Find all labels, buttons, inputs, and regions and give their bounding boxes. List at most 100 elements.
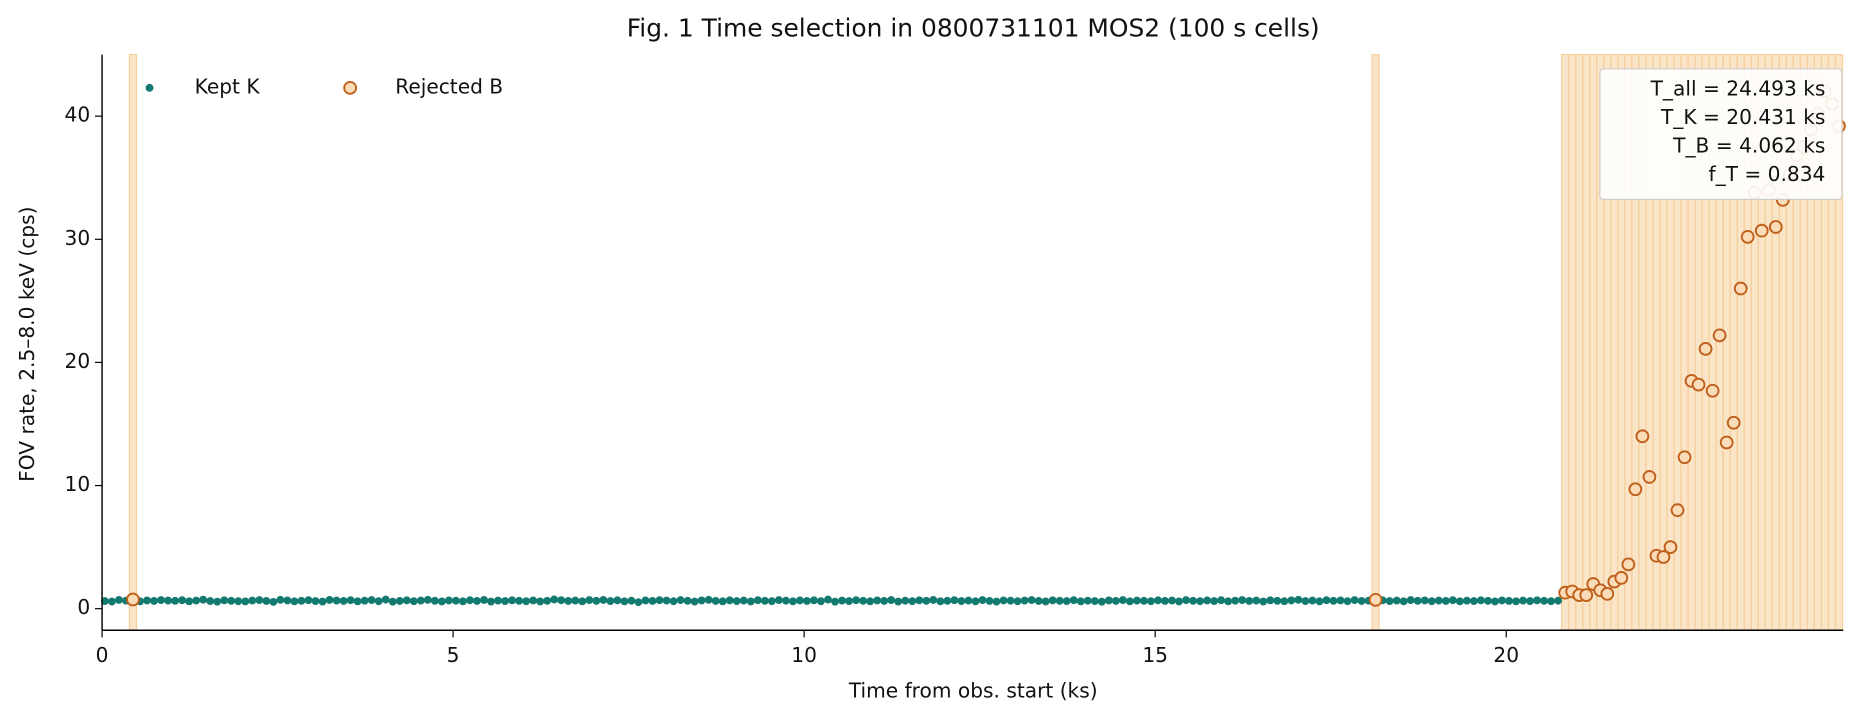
kept-point bbox=[1448, 596, 1457, 605]
kept-point bbox=[1104, 596, 1113, 605]
x-tick-label: 10 bbox=[791, 643, 817, 667]
kept-point bbox=[676, 596, 685, 604]
kept-point bbox=[1210, 597, 1219, 605]
kept-point bbox=[1224, 597, 1233, 606]
rejected-point bbox=[1621, 557, 1636, 572]
x-tick-label: 20 bbox=[1493, 643, 1519, 667]
kept-point bbox=[536, 597, 545, 606]
kept-point bbox=[1406, 596, 1415, 604]
kept-point bbox=[929, 596, 938, 604]
kept-point bbox=[388, 597, 397, 606]
kept-point bbox=[311, 597, 320, 605]
kept-point bbox=[318, 597, 327, 606]
rejected-band bbox=[1575, 54, 1584, 631]
kept-point bbox=[1491, 597, 1499, 606]
kept-point bbox=[1322, 596, 1331, 605]
kept-point bbox=[648, 597, 657, 605]
kept-point bbox=[655, 596, 664, 605]
kept-point bbox=[185, 597, 194, 606]
rejected-band bbox=[128, 54, 138, 631]
kept-point bbox=[234, 597, 243, 606]
kept-point bbox=[1526, 597, 1534, 605]
kept-point bbox=[1217, 596, 1226, 605]
kept-point bbox=[325, 596, 334, 604]
kept-point bbox=[164, 596, 172, 605]
kept-point bbox=[557, 596, 566, 605]
kept-point bbox=[241, 597, 250, 606]
kept-point bbox=[157, 596, 165, 604]
kept-point bbox=[206, 597, 215, 605]
kept-point bbox=[297, 596, 306, 605]
kept-point bbox=[852, 596, 861, 605]
kept-point bbox=[1399, 597, 1408, 606]
kept-point bbox=[1111, 597, 1120, 605]
kept-point bbox=[1420, 596, 1429, 605]
kept-point bbox=[107, 597, 116, 606]
legend-label: Rejected B bbox=[395, 74, 503, 98]
kept-point bbox=[1020, 596, 1029, 605]
kept-point bbox=[1252, 596, 1261, 605]
kept-point bbox=[283, 596, 292, 605]
x-tick-label: 5 bbox=[447, 643, 460, 667]
kept-point bbox=[796, 596, 804, 605]
kept-point bbox=[550, 595, 559, 604]
kept-point bbox=[1512, 597, 1520, 606]
rejected-band bbox=[1589, 54, 1598, 631]
kept-point bbox=[178, 596, 187, 605]
kept-point bbox=[880, 597, 889, 605]
kept-point bbox=[487, 597, 495, 606]
kept-point bbox=[473, 597, 481, 605]
kept-point bbox=[199, 595, 208, 604]
rejected-point bbox=[1705, 383, 1720, 398]
rejected-point bbox=[1740, 229, 1755, 244]
kept-point bbox=[255, 596, 264, 604]
kept-point bbox=[1175, 597, 1183, 606]
kept-point bbox=[480, 596, 488, 604]
rejected-point bbox=[1663, 540, 1678, 555]
rejected-point bbox=[1642, 470, 1657, 484]
annotation-text: T_all = 24.493 ks bbox=[1650, 77, 1826, 101]
kept-point bbox=[873, 596, 882, 605]
kept-point bbox=[1434, 596, 1443, 605]
rejected-point bbox=[1368, 592, 1383, 607]
kept-point bbox=[459, 597, 467, 606]
kept-point bbox=[866, 597, 875, 606]
kept-point bbox=[1273, 596, 1282, 605]
kept-point bbox=[571, 596, 580, 605]
chart-title: Fig. 1 Time selection in 0800731101 MOS2… bbox=[627, 14, 1320, 43]
kept-point bbox=[290, 597, 299, 606]
kept-point bbox=[1041, 597, 1050, 606]
kept-point bbox=[1027, 596, 1036, 604]
kept-point bbox=[466, 596, 474, 605]
kept-point bbox=[494, 596, 502, 605]
kept-point bbox=[1147, 597, 1155, 606]
kept-point bbox=[964, 596, 973, 605]
rejected-point bbox=[1670, 503, 1685, 518]
kept-point bbox=[451, 596, 460, 605]
kept-point bbox=[1133, 596, 1141, 605]
kept-point bbox=[1083, 596, 1092, 605]
kept-point bbox=[150, 597, 158, 605]
kept-point bbox=[732, 597, 741, 605]
kept-point bbox=[1554, 596, 1563, 605]
kept-point bbox=[1547, 597, 1556, 606]
kept-point bbox=[739, 596, 748, 605]
kept-point bbox=[578, 597, 587, 606]
kept-point bbox=[1498, 596, 1506, 605]
y-tick-label: 20 bbox=[65, 349, 91, 373]
kept-point bbox=[1048, 596, 1057, 605]
kept-point bbox=[269, 597, 278, 606]
kept-point bbox=[437, 597, 446, 606]
kept-point bbox=[1477, 596, 1485, 605]
kept-point bbox=[683, 596, 692, 605]
rejected-band bbox=[1568, 54, 1577, 631]
kept-point bbox=[1301, 597, 1310, 605]
rejected-point bbox=[1628, 482, 1643, 497]
rejected-point bbox=[1733, 281, 1748, 296]
kept-point bbox=[746, 597, 755, 606]
kept-point bbox=[430, 596, 439, 605]
y-tick-label: 0 bbox=[77, 595, 90, 619]
kept-point bbox=[943, 596, 952, 605]
kept-point bbox=[725, 596, 734, 605]
kept-point bbox=[248, 596, 257, 605]
